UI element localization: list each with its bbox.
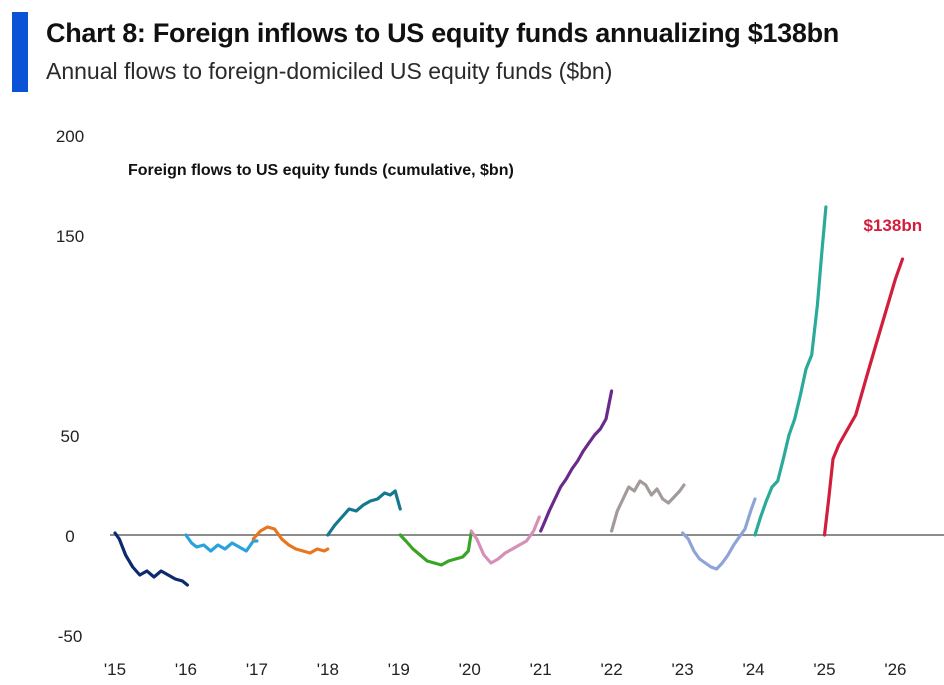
series-line-1 bbox=[184, 533, 259, 553]
inner-chart-title: Foreign flows to US equity funds (cumula… bbox=[128, 162, 514, 179]
y-tick-label: 150 bbox=[56, 227, 84, 246]
y-tick-label: 200 bbox=[56, 127, 84, 146]
series-line-7 bbox=[609, 479, 686, 533]
series-line-2 bbox=[251, 525, 330, 555]
series-layer bbox=[113, 205, 905, 587]
annotation-label: $138bn bbox=[864, 216, 923, 235]
x-tick-label: '16 bbox=[175, 660, 197, 679]
series-line-5 bbox=[469, 515, 541, 565]
x-tick-label: '20 bbox=[459, 660, 481, 679]
x-tick-label: '26 bbox=[884, 660, 906, 679]
accent-bar bbox=[12, 12, 28, 92]
x-tick-label: '22 bbox=[601, 660, 623, 679]
series-line-6 bbox=[539, 389, 614, 533]
series-line-4 bbox=[398, 531, 473, 567]
series-line-9 bbox=[753, 205, 828, 537]
x-tick-label: '17 bbox=[246, 660, 268, 679]
x-tick-label: '25 bbox=[813, 660, 835, 679]
x-tick-label: '15 bbox=[104, 660, 126, 679]
series-line-8 bbox=[680, 497, 757, 571]
x-tick-label: '23 bbox=[672, 660, 694, 679]
chart-title: Chart 8: Foreign inflows to US equity fu… bbox=[46, 18, 839, 48]
y-tick-label: 0 bbox=[65, 527, 74, 546]
x-axis: '15 '16 '17 '18 '19 '20 '21 '22 '23 '24 '25 '26 bbox=[104, 660, 907, 679]
series-line-3 bbox=[326, 489, 402, 537]
series-line-10 bbox=[822, 257, 905, 537]
x-tick-label: '21 bbox=[530, 660, 552, 679]
x-tick-label: '19 bbox=[388, 660, 410, 679]
x-tick-label: '18 bbox=[317, 660, 339, 679]
y-tick-label: -50 bbox=[58, 627, 83, 646]
series-line-0 bbox=[113, 531, 189, 587]
y-tick-label: 50 bbox=[61, 427, 80, 446]
x-tick-label: '24 bbox=[742, 660, 764, 679]
chart-subtitle: Annual flows to foreign-domiciled US equ… bbox=[46, 58, 613, 84]
y-axis: -50 0 50 150 200 bbox=[56, 127, 84, 646]
